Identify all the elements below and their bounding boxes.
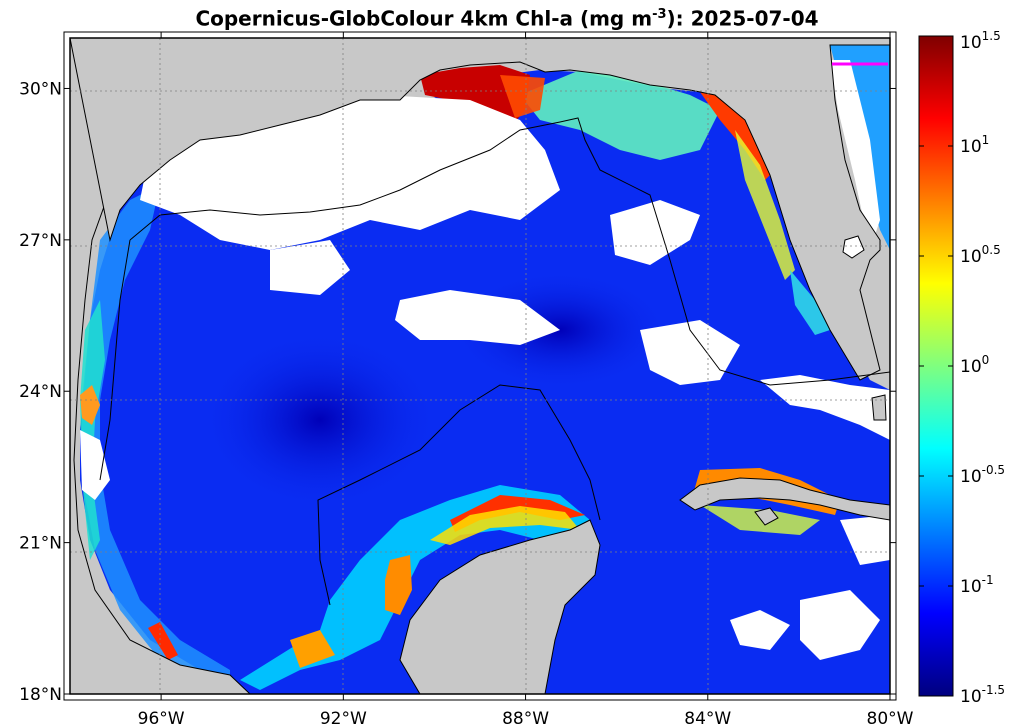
y-axis: 18°N 21°N 24°N 27°N 30°N bbox=[19, 79, 896, 705]
no-data-central bbox=[395, 290, 560, 345]
campeche-bank-red bbox=[450, 495, 585, 532]
us-gulf-coast bbox=[70, 38, 890, 381]
cuba-shelf-yellow bbox=[700, 505, 820, 535]
no-data-straits bbox=[760, 375, 890, 440]
low-chl-eddy bbox=[200, 330, 440, 510]
x-axis: 96°W 92°W 88°W 84°W 80°W bbox=[138, 32, 914, 727]
no-data-keys bbox=[830, 60, 880, 250]
eez-boundary-line bbox=[129, 117, 890, 386]
colorbar-tick-label: 10-1.5 bbox=[960, 683, 1005, 707]
no-data-east-2 bbox=[640, 320, 740, 385]
colorbar-tick-label: 100 bbox=[960, 353, 989, 377]
y-tick-label: 30°N bbox=[19, 79, 62, 99]
map-frame bbox=[69, 37, 891, 695]
florida-keys-cyan bbox=[790, 270, 830, 335]
eez-mexico-line bbox=[317, 384, 601, 606]
x-tick-label: 80°W bbox=[867, 709, 914, 727]
colorbar: 101.5 101 100.5 100 10-0.5 10-1 10-1.5 bbox=[918, 29, 1005, 707]
map-outer-frame bbox=[63, 31, 897, 701]
mexico-shelf-band bbox=[240, 485, 590, 690]
western-shelf-orange bbox=[80, 385, 100, 425]
colorbar-tick-label: 10-1 bbox=[960, 573, 994, 597]
title-superscript: -3 bbox=[652, 7, 667, 22]
mississippi-plume-orange bbox=[500, 75, 545, 118]
isla-juventud-land bbox=[754, 507, 779, 526]
yucatan-land bbox=[399, 519, 601, 694]
eez-boundary-line bbox=[99, 239, 131, 481]
y-tick-label: 21°N bbox=[19, 534, 62, 554]
x-tick-label: 88°W bbox=[502, 709, 549, 727]
y-tick-label: 24°N bbox=[19, 382, 62, 402]
title-suffix: ): 2025-07-04 bbox=[666, 6, 819, 31]
no-data-caribbean bbox=[730, 610, 790, 650]
western-shelf-inner bbox=[80, 300, 105, 560]
no-data-north-2 bbox=[270, 240, 350, 295]
graticule bbox=[70, 38, 890, 694]
tabasco-coast-orange bbox=[385, 555, 412, 615]
no-data-west-coast bbox=[80, 430, 110, 500]
colorbar-bar bbox=[919, 36, 953, 696]
x-tick-label: 92°W bbox=[320, 709, 367, 727]
colorbar-tick-label: 100.5 bbox=[960, 243, 1001, 267]
x-tick-label: 84°W bbox=[684, 709, 731, 727]
cuba-land bbox=[679, 477, 890, 521]
title-prefix: Copernicus-GlobColour 4km Chl-a (mg m bbox=[195, 6, 653, 31]
map-panel bbox=[70, 38, 890, 694]
x-tick-label: 96°W bbox=[138, 709, 185, 727]
y-tick-label: 18°N bbox=[19, 685, 62, 705]
campeche-bank-yellow bbox=[430, 506, 580, 545]
colorbar-tick-label: 101 bbox=[960, 133, 989, 157]
florida-shelf-yellow bbox=[735, 130, 795, 280]
colorbar-ticks: 101.5 101 100.5 100 10-0.5 10-1 10-1.5 bbox=[919, 29, 1005, 707]
chart-title: Copernicus-GlobColour 4km Chl-a (mg m-3)… bbox=[0, 2, 1014, 32]
colorbar-tick-label: 10-0.5 bbox=[960, 463, 1005, 487]
y-tick-label: 27°N bbox=[19, 231, 62, 251]
veracruz-coast-red bbox=[148, 622, 178, 660]
no-data-caribbean-2 bbox=[800, 590, 880, 660]
south-coast-orange bbox=[290, 630, 335, 668]
colorbar-tick-label: 101.5 bbox=[960, 29, 1001, 53]
florida-lake-okeechobee bbox=[842, 235, 865, 259]
no-data-east bbox=[610, 200, 700, 265]
northern-shelf-cyan bbox=[520, 70, 720, 160]
no-data-caribbean-3 bbox=[840, 515, 890, 565]
western-shelf-band bbox=[82, 185, 230, 694]
bahamas-land bbox=[871, 394, 887, 421]
